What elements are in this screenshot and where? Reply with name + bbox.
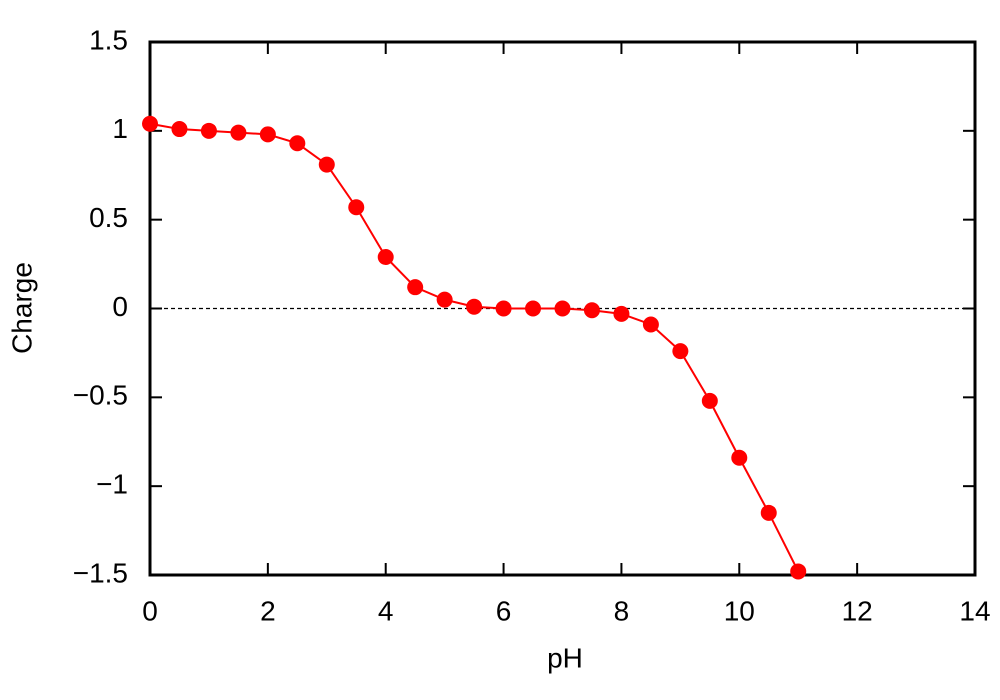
data-point <box>289 135 306 152</box>
data-point <box>466 298 483 315</box>
data-point <box>701 392 718 409</box>
data-point <box>583 302 600 319</box>
x-axis-label: pH <box>547 642 583 673</box>
data-point <box>348 199 365 216</box>
data-point <box>142 115 158 132</box>
x-tick-label: 6 <box>496 595 512 626</box>
data-point <box>672 343 689 360</box>
y-tick-label: −1 <box>96 469 128 500</box>
x-tick-label: 0 <box>142 595 158 626</box>
y-axis-label: Charge <box>6 262 37 354</box>
data-point <box>731 449 748 466</box>
y-tick-label: −1.5 <box>73 557 128 588</box>
data-point <box>230 124 247 141</box>
data-point <box>525 300 542 317</box>
x-tick-label: 8 <box>614 595 630 626</box>
data-point <box>790 563 807 580</box>
data-point <box>760 504 777 521</box>
data-point <box>436 291 453 308</box>
data-point <box>377 248 394 265</box>
data-point <box>200 122 217 139</box>
x-tick-label: 2 <box>260 595 276 626</box>
y-tick-label: 0.5 <box>89 202 128 233</box>
y-tick-label: 1 <box>112 113 128 144</box>
x-tick-label: 12 <box>842 595 873 626</box>
data-point <box>642 316 659 333</box>
y-tick-label: −0.5 <box>73 380 128 411</box>
data-point <box>171 121 188 138</box>
y-tick-label: 1.5 <box>89 24 128 55</box>
data-point <box>613 305 630 322</box>
data-point <box>407 279 424 296</box>
data-line <box>149 122 800 572</box>
x-tick-label: 14 <box>959 595 990 626</box>
data-point <box>495 300 512 317</box>
plot-frame <box>148 40 977 577</box>
data-point <box>554 300 571 317</box>
x-tick-label: 10 <box>724 595 755 626</box>
data-point <box>318 156 335 173</box>
y-tick-label: 0 <box>112 291 128 322</box>
x-tick-label: 4 <box>378 595 394 626</box>
data-point <box>259 126 276 143</box>
